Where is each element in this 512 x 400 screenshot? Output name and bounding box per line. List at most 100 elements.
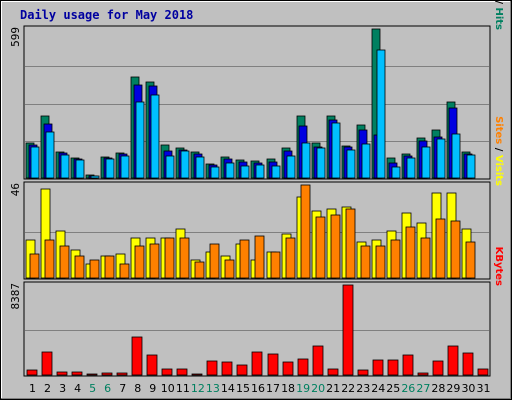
x-tick-label: 2: [44, 382, 51, 395]
x-tick-label: 10: [161, 382, 175, 395]
bar-pages-day-10: [165, 155, 175, 179]
x-tick-label: 13: [206, 382, 220, 395]
bar-kbytes-day-10: [161, 368, 173, 376]
bar-kbytes-day-18: [282, 361, 294, 376]
bar-pages-day-25: [391, 166, 401, 179]
x-tick-label: 9: [149, 382, 156, 395]
bar-pages-day-1: [30, 146, 40, 179]
bar-sites-day-24: [375, 245, 386, 279]
bar-kbytes-day-9: [146, 354, 158, 376]
bar-sites-day-11: [179, 237, 190, 279]
bar-pages-day-6: [105, 158, 115, 179]
bar-kbytes-day-17: [267, 353, 279, 376]
x-tick-label: 21: [326, 382, 340, 395]
bar-kbytes-day-28: [432, 360, 444, 376]
x-tick-label: 25: [386, 382, 400, 395]
bar-sites-day-4: [74, 255, 85, 279]
x-tick-label: 6: [104, 382, 111, 395]
bar-kbytes-day-5: [86, 373, 98, 376]
x-tick-label: 20: [311, 382, 325, 395]
bar-kbytes-day-29: [447, 345, 459, 376]
panel-legend: KBytes: [493, 247, 504, 286]
bar-pages-day-7: [120, 155, 130, 179]
bar-kbytes-day-20: [312, 345, 324, 376]
bar-kbytes-day-31: [477, 368, 489, 376]
panel-legend: Sites / Visits: [493, 116, 504, 186]
bar-pages-day-16: [255, 164, 265, 179]
bar-kbytes-day-22: [342, 284, 354, 376]
bar-sites-day-19: [300, 184, 311, 279]
bar-sites-day-3: [59, 245, 70, 279]
x-tick-label: 3: [59, 382, 66, 395]
x-tick-label: 29: [446, 382, 460, 395]
legend-entry: Hits: [493, 7, 504, 30]
legend-entry: /: [493, 144, 504, 155]
bar-kbytes-day-21: [327, 368, 339, 376]
bar-sites-day-28: [435, 218, 446, 279]
bar-sites-day-1: [29, 253, 40, 279]
x-tick-label: 17: [266, 382, 280, 395]
legend-entry: KBytes: [493, 247, 504, 286]
x-tick-label: 18: [281, 382, 295, 395]
bar-sites-day-27: [420, 237, 431, 279]
bar-pages-day-24: [376, 49, 386, 179]
bar-kbytes-day-11: [176, 368, 188, 376]
bar-kbytes-day-14: [221, 361, 233, 376]
x-tick-label: 22: [341, 382, 355, 395]
legend-entry: Visits: [493, 155, 504, 186]
x-tick-label: 1: [29, 382, 36, 395]
bar-kbytes-day-24: [372, 359, 384, 376]
x-tick-label: 8: [134, 382, 141, 395]
bar-sites-day-21: [330, 214, 341, 279]
x-tick-label: 16: [251, 382, 265, 395]
bar-sites-day-2: [44, 239, 55, 279]
bar-kbytes-day-13: [206, 360, 218, 376]
bar-pages-day-3: [60, 154, 70, 179]
x-tick-label: 7: [119, 382, 126, 395]
bar-sites-day-13: [209, 243, 220, 279]
bar-pages-day-27: [421, 146, 431, 179]
bar-sites-day-29: [450, 220, 461, 279]
bar-pages-day-28: [436, 138, 446, 179]
legend-entry: Sites: [493, 116, 504, 144]
bar-sites-day-5: [89, 259, 100, 279]
x-tick-label: 14: [221, 382, 235, 395]
bar-pages-day-9: [150, 94, 160, 179]
bar-pages-day-26: [406, 157, 416, 179]
bar-pages-day-4: [75, 159, 85, 179]
bar-kbytes-day-19: [297, 358, 309, 376]
x-tick-label: 5: [89, 382, 96, 395]
bar-pages-day-21: [331, 122, 341, 179]
bar-sites-day-20: [315, 216, 326, 279]
chart-panels: 599 Pages / Files / Hits 46 Sites / Visits 8…: [9, 0, 504, 377]
bar-pages-day-15: [240, 165, 250, 179]
bar-pages-day-19: [301, 142, 311, 179]
panel-kbytes: 8387 KBytes: [9, 247, 504, 377]
bar-kbytes-day-4: [71, 371, 83, 376]
bar-sites-day-12: [194, 261, 205, 279]
x-tick-label: 28: [431, 382, 445, 395]
panel-max-label: 8387: [9, 283, 22, 310]
bar-kbytes-day-23: [357, 369, 369, 376]
bar-kbytes-day-27: [417, 372, 429, 376]
bar-sites-day-8: [134, 245, 145, 279]
bar-sites-day-9: [149, 243, 160, 279]
bar-kbytes-day-16: [251, 351, 263, 376]
bar-pages-day-22: [346, 149, 356, 179]
bar-sites-day-7: [119, 263, 130, 279]
chart-title: Daily usage for May 2018: [20, 8, 193, 22]
bar-pages-day-30: [466, 154, 476, 179]
x-tick-label: 24: [371, 382, 385, 395]
bar-pages-day-29: [451, 133, 461, 179]
panel-max-label: 599: [9, 27, 22, 47]
bar-sites-day-26: [405, 226, 416, 279]
panel-legend: Pages / Files / Hits: [493, 0, 504, 30]
x-tick-label: 23: [356, 382, 370, 395]
bar-kbytes-day-30: [462, 352, 474, 376]
x-tick-label: 4: [74, 382, 81, 395]
bar-sites-day-15: [239, 239, 250, 279]
bar-kbytes-day-6: [101, 372, 113, 376]
bar-pages-day-12: [195, 156, 205, 179]
bar-sites-day-16: [254, 235, 265, 279]
bar-sites-day-23: [360, 245, 371, 279]
